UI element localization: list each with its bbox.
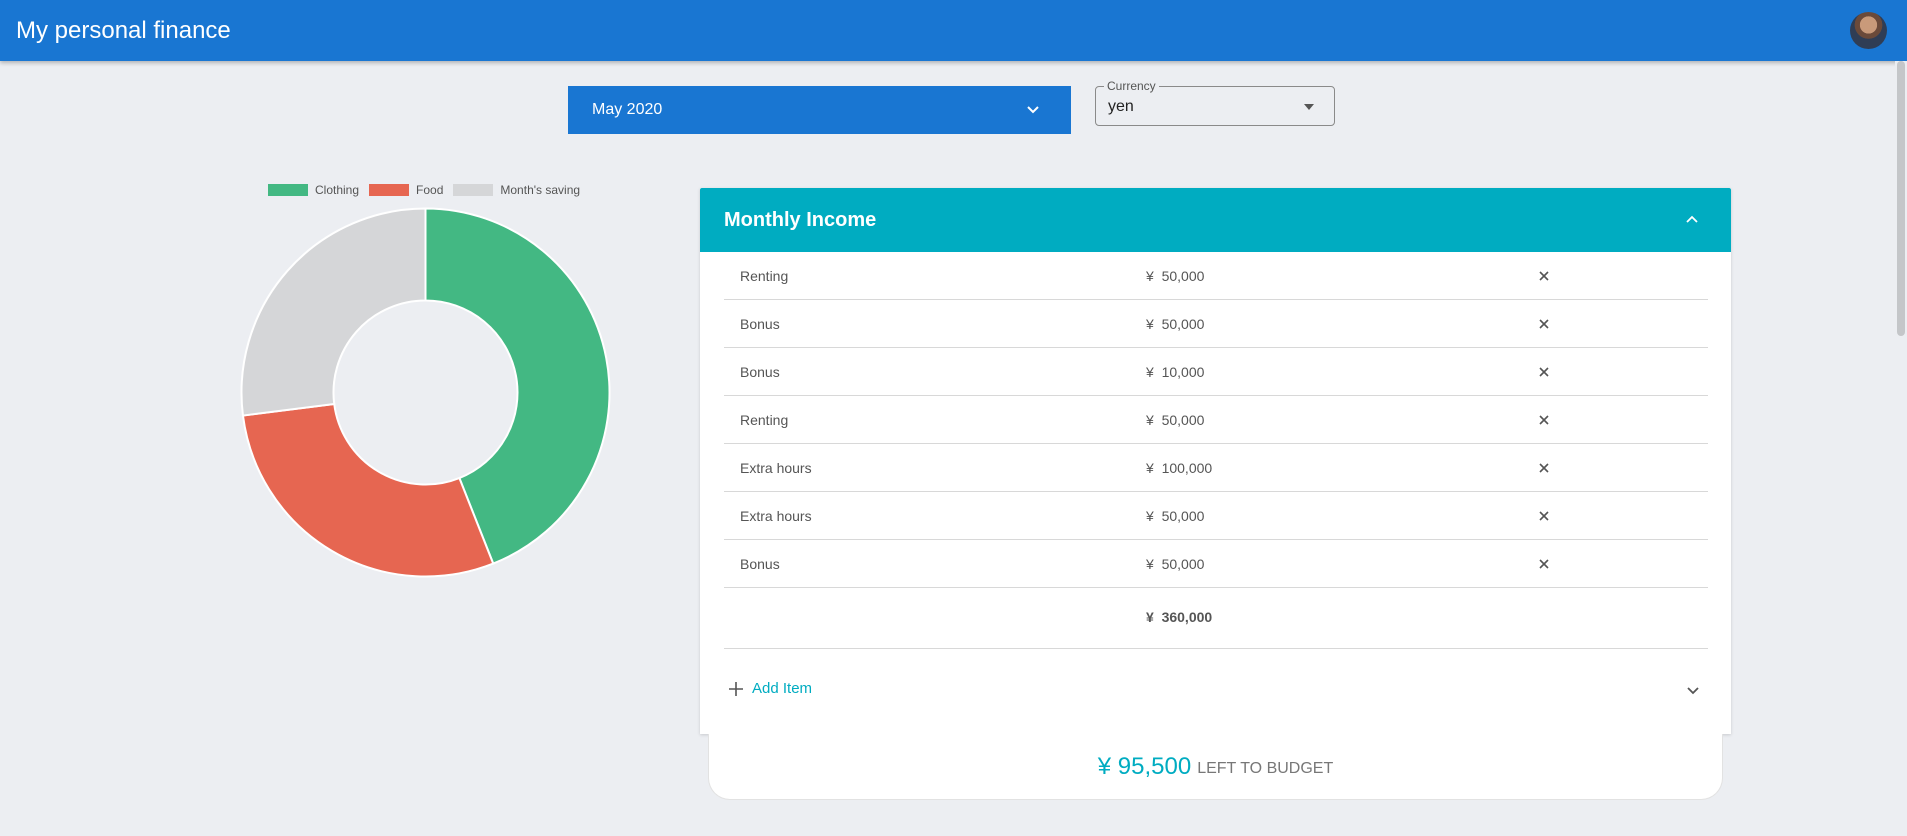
budget-value: 95,500 [1117, 752, 1192, 780]
income-list: Renting ¥ 50,000 Bonus ¥ 50,000 Bonus ¥ 10,00… [724, 252, 1708, 649]
amount-value: 50,000 [1161, 268, 1205, 284]
income-amount: ¥ 50,000 [1146, 268, 1204, 284]
add-item-row: Add Item [724, 668, 1708, 710]
income-amount: ¥ 50,000 [1146, 316, 1204, 332]
income-amount: ¥ 50,000 [1146, 556, 1204, 572]
currency-symbol: ¥ [1146, 460, 1154, 476]
income-description: Extra hours [740, 508, 812, 524]
close-icon[interactable] [1536, 268, 1552, 284]
income-description: Extra hours [740, 460, 812, 476]
income-description: Bonus [740, 556, 780, 572]
currency-label: Currency [1104, 79, 1159, 93]
income-row: Bonus ¥ 50,000 [724, 300, 1708, 348]
currency-symbol: ¥ [1146, 556, 1154, 572]
chart-legend: Clothing Food Month's saving [268, 183, 590, 197]
spending-donut-chart [240, 207, 611, 578]
currency-symbol: ¥ [1146, 609, 1154, 625]
income-total-row: ¥ 360,000 [724, 588, 1708, 649]
panel-title: Monthly Income [724, 208, 877, 231]
currency-value: yen [1108, 98, 1134, 115]
add-item-label: Add Item [752, 680, 813, 697]
budget-summary: ¥ 95,500 LEFT TO BUDGET [708, 734, 1723, 800]
total-value: 360,000 [1161, 609, 1213, 625]
currency-select[interactable]: Currency yen [1095, 79, 1335, 126]
close-icon[interactable] [1536, 316, 1552, 332]
amount-value: 100,000 [1161, 460, 1213, 476]
budget-currency-symbol: ¥ [1097, 752, 1112, 780]
close-icon[interactable] [1536, 556, 1552, 572]
amount-value: 50,000 [1161, 508, 1205, 524]
income-row: Renting ¥ 50,000 [724, 396, 1708, 444]
income-amount: ¥ 50,000 [1146, 412, 1204, 428]
budget-amount: ¥ 95,500 [1098, 753, 1191, 781]
legend-swatch [453, 184, 494, 196]
income-row: Bonus ¥ 50,000 [724, 540, 1708, 588]
amount-value: 50,000 [1161, 412, 1205, 428]
currency-symbol: ¥ [1146, 268, 1154, 284]
income-row: Extra hours ¥ 100,000 [724, 444, 1708, 492]
close-icon[interactable] [1536, 364, 1552, 380]
currency-symbol: ¥ [1146, 364, 1154, 380]
income-total: ¥ 360,000 [1146, 609, 1212, 625]
close-icon[interactable] [1536, 508, 1552, 524]
chevron-down-icon[interactable] [1684, 681, 1702, 699]
monthly-income-header[interactable]: Monthly Income [700, 188, 1731, 252]
donut-slice-month-s-saving[interactable] [240, 207, 427, 417]
app-bar: My personal finance [0, 0, 1907, 61]
scrollbar-thumb[interactable] [1897, 61, 1905, 336]
close-icon[interactable] [1536, 412, 1552, 428]
legend-swatch [268, 184, 308, 196]
currency-symbol: ¥ [1146, 508, 1154, 524]
amount-value: 50,000 [1161, 316, 1205, 332]
income-row: Renting ¥ 50,000 [724, 252, 1708, 300]
legend-item[interactable]: Month's saving [453, 183, 580, 197]
plus-icon [729, 681, 743, 696]
income-amount: ¥ 10,000 [1146, 364, 1204, 380]
currency-symbol: ¥ [1146, 316, 1154, 332]
chevron-up-icon[interactable] [1683, 211, 1701, 229]
donut-slice-clothing[interactable] [424, 207, 611, 565]
donut-slice-food[interactable] [241, 402, 495, 578]
legend-item[interactable]: Food [369, 183, 443, 197]
monthly-income-panel: Monthly Income Renting ¥ 50,000 Bonus ¥ 50,… [700, 188, 1731, 734]
user-avatar[interactable] [1850, 12, 1887, 49]
scrollbar[interactable] [1895, 61, 1907, 836]
amount-value: 50,000 [1161, 556, 1205, 572]
income-description: Bonus [740, 316, 780, 332]
income-amount: ¥ 100,000 [1146, 460, 1212, 476]
income-description: Renting [740, 412, 789, 428]
add-item-button[interactable]: Add Item [728, 680, 812, 697]
income-row: Bonus ¥ 10,000 [724, 348, 1708, 396]
legend-item[interactable]: Clothing [268, 183, 359, 197]
dropdown-caret-icon [1304, 104, 1314, 110]
app-title: My personal finance [16, 16, 231, 44]
income-row: Extra hours ¥ 50,000 [724, 492, 1708, 540]
month-selector-value: May 2020 [592, 101, 663, 118]
income-amount: ¥ 50,000 [1146, 508, 1204, 524]
amount-value: 10,000 [1161, 364, 1205, 380]
legend-label: Food [416, 183, 444, 197]
income-description: Bonus [740, 364, 780, 380]
chevron-down-icon [1027, 106, 1039, 114]
legend-label: Clothing [315, 183, 360, 197]
budget-label: LEFT TO BUDGET [1197, 759, 1334, 777]
close-icon[interactable] [1536, 460, 1552, 476]
income-description: Renting [740, 268, 789, 284]
legend-swatch [369, 184, 410, 196]
legend-label: Month's saving [500, 183, 581, 197]
currency-symbol: ¥ [1146, 412, 1154, 428]
month-selector[interactable]: May 2020 [568, 86, 1071, 134]
